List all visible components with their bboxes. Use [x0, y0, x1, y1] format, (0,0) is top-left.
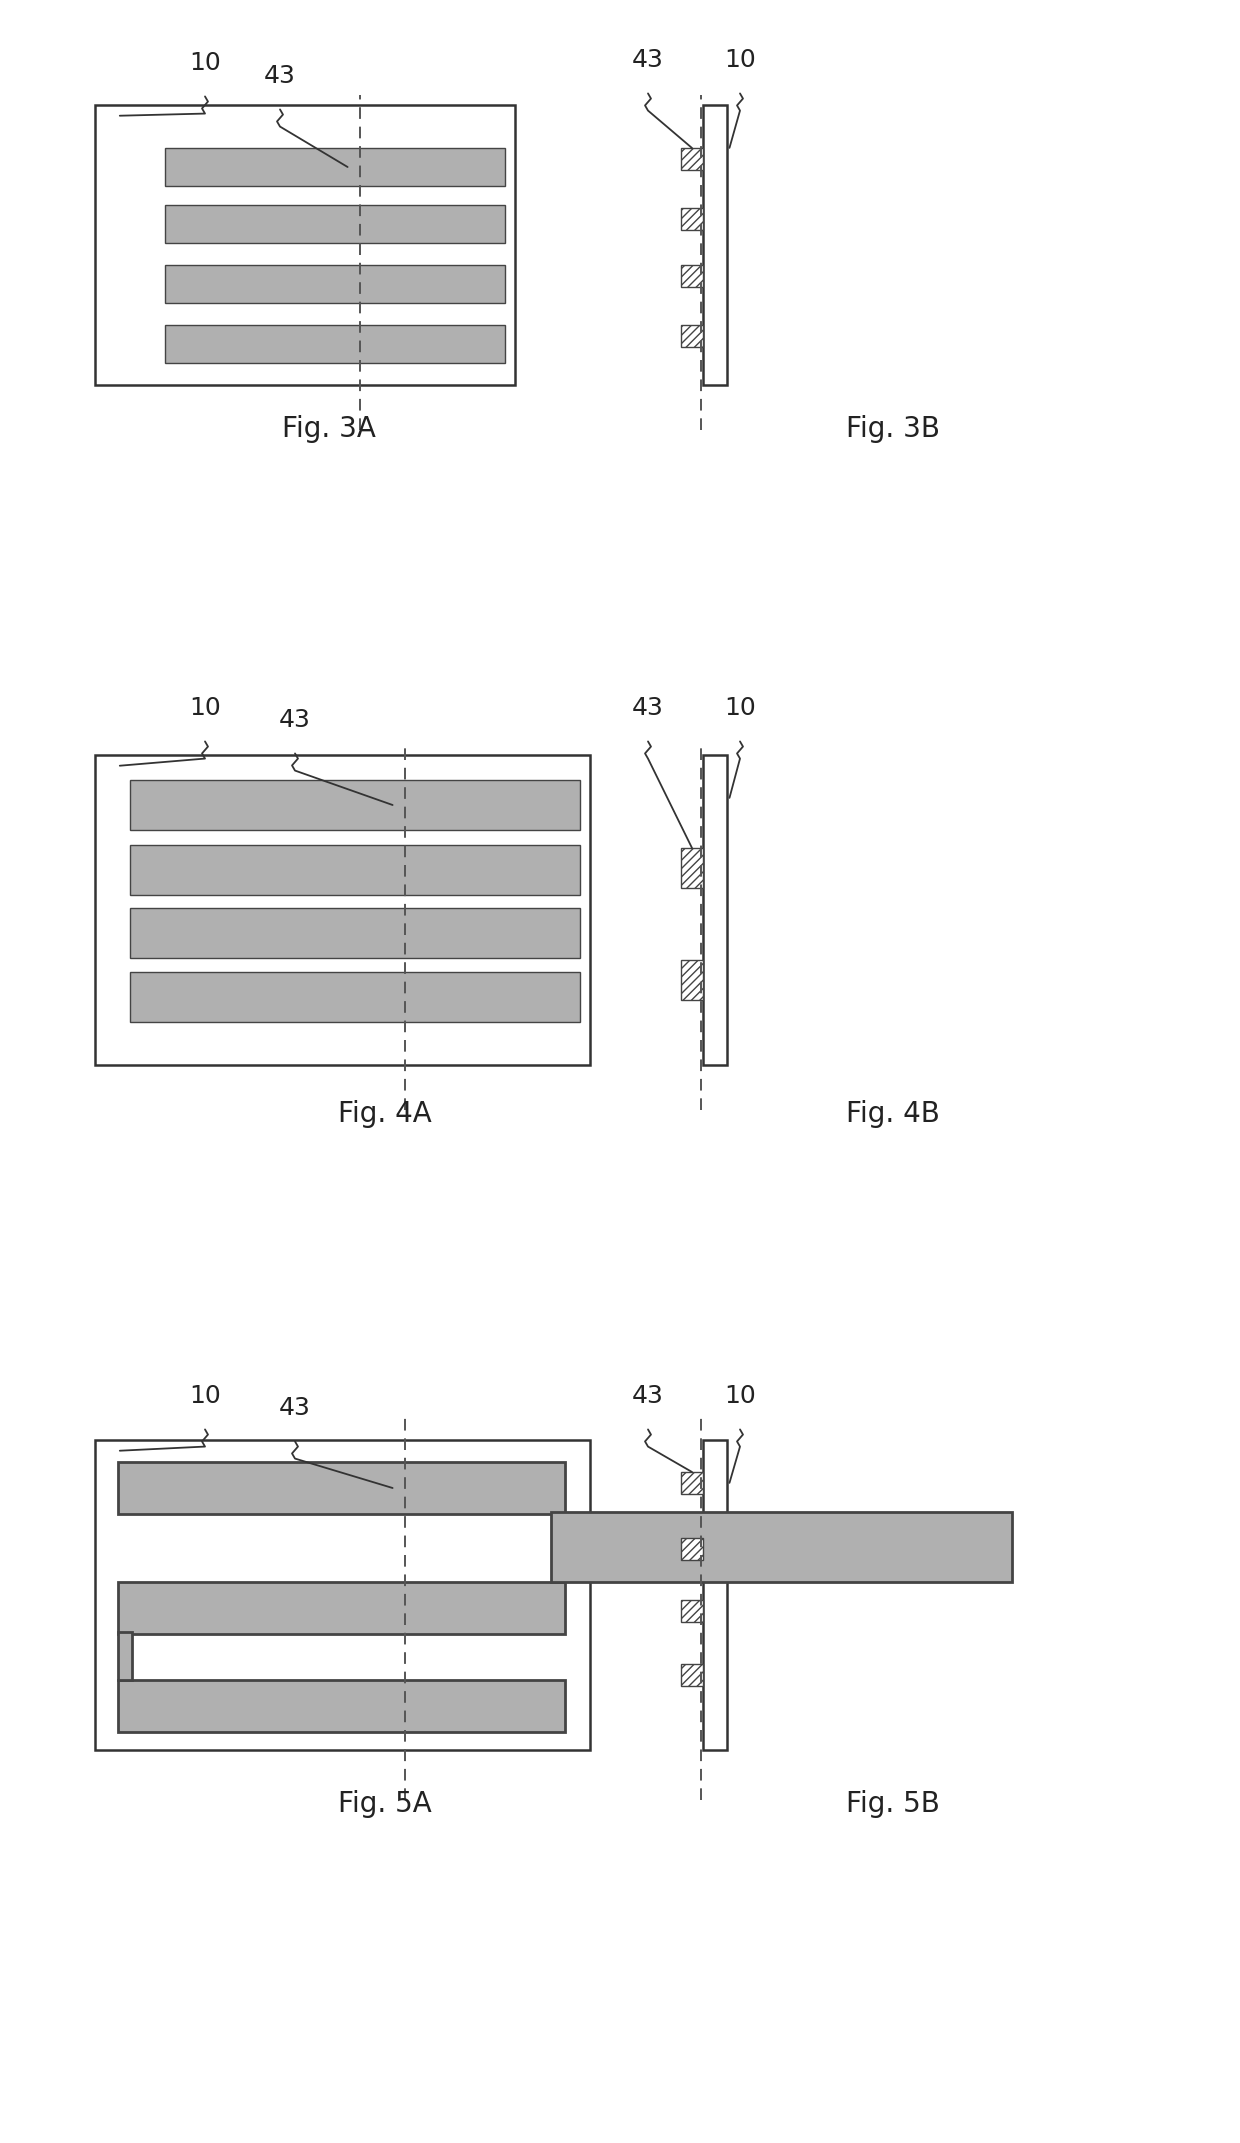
Bar: [681, 1663, 703, 1687]
Text: 10: 10: [724, 1384, 756, 1408]
Text: 43: 43: [632, 47, 663, 73]
Text: Fig. 3B: Fig. 3B: [846, 416, 940, 444]
Bar: [165, 326, 505, 362]
Bar: [681, 208, 703, 229]
Bar: [118, 1631, 131, 1680]
Bar: [681, 266, 703, 287]
Bar: [681, 1601, 703, 1622]
Bar: [681, 326, 703, 347]
Bar: [681, 849, 703, 887]
Bar: [95, 1440, 590, 1751]
Bar: [118, 1680, 565, 1732]
Text: Fig. 3A: Fig. 3A: [281, 416, 376, 444]
Bar: [681, 960, 703, 1001]
Text: 43: 43: [264, 64, 296, 88]
Bar: [703, 105, 727, 386]
Bar: [681, 1539, 703, 1560]
Text: Fig. 5B: Fig. 5B: [846, 1789, 940, 1817]
Bar: [165, 148, 505, 186]
Bar: [130, 780, 580, 829]
Bar: [95, 754, 590, 1065]
Bar: [118, 1462, 565, 1513]
Bar: [130, 909, 580, 958]
Bar: [130, 973, 580, 1022]
Text: 10: 10: [190, 696, 221, 720]
Bar: [95, 105, 515, 386]
Bar: [165, 206, 505, 242]
Text: 43: 43: [632, 696, 663, 720]
Text: Fig. 4A: Fig. 4A: [337, 1099, 432, 1127]
Text: 10: 10: [724, 696, 756, 720]
Text: 10: 10: [724, 47, 756, 73]
Text: 10: 10: [190, 51, 221, 75]
Text: 43: 43: [279, 707, 311, 733]
Text: Fig. 5A: Fig. 5A: [337, 1789, 432, 1817]
Bar: [118, 1582, 565, 1633]
Text: Fig. 4B: Fig. 4B: [846, 1099, 940, 1127]
Bar: [165, 266, 505, 302]
Bar: [130, 844, 580, 896]
Bar: [681, 1472, 703, 1494]
Bar: [703, 754, 727, 1065]
Text: 43: 43: [279, 1395, 311, 1421]
Text: 10: 10: [190, 1384, 221, 1408]
Bar: [551, 1511, 1012, 1582]
Text: 43: 43: [632, 1384, 663, 1408]
Bar: [681, 148, 703, 169]
Bar: [703, 1440, 727, 1751]
